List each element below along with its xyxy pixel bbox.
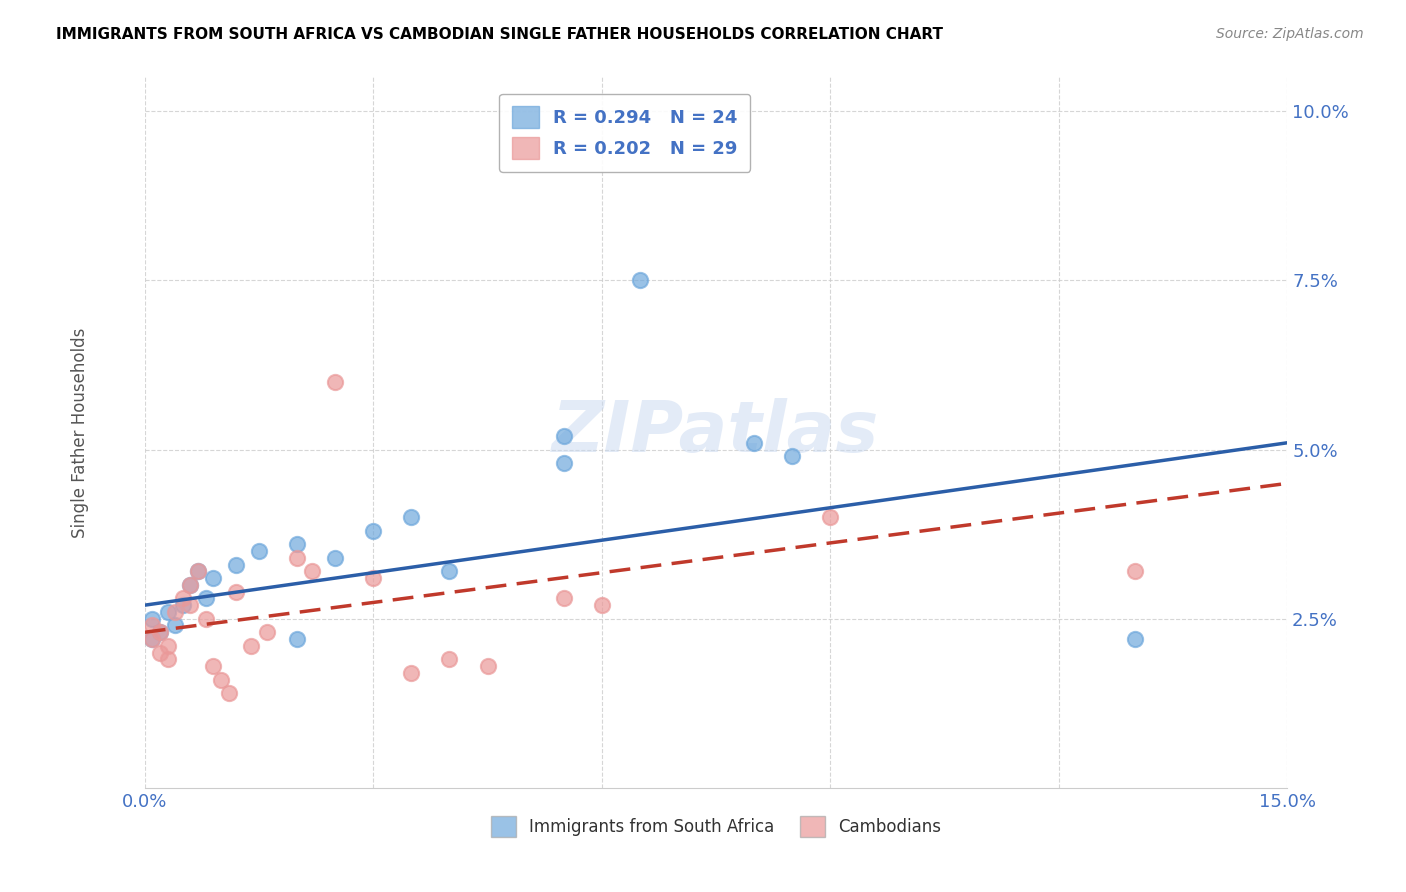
Point	[218, 686, 240, 700]
Point	[553, 429, 575, 443]
Point	[209, 673, 232, 687]
Text: Source: ZipAtlas.com: Source: ZipAtlas.com	[1216, 27, 1364, 41]
Point	[156, 639, 179, 653]
Text: ZIPatlas: ZIPatlas	[553, 398, 880, 467]
Point	[172, 598, 194, 612]
Point	[187, 565, 209, 579]
Point	[141, 618, 163, 632]
Point	[553, 456, 575, 470]
Point	[323, 375, 346, 389]
Point	[439, 565, 461, 579]
Point	[820, 510, 842, 524]
Text: IMMIGRANTS FROM SOUTH AFRICA VS CAMBODIAN SINGLE FATHER HOUSEHOLDS CORRELATION C: IMMIGRANTS FROM SOUTH AFRICA VS CAMBODIA…	[56, 27, 943, 42]
Point	[141, 632, 163, 646]
Point	[149, 646, 172, 660]
Point	[194, 591, 217, 606]
Point	[179, 598, 201, 612]
Point	[149, 625, 172, 640]
Point	[165, 618, 187, 632]
Point	[156, 652, 179, 666]
Legend: Immigrants from South Africa, Cambodians: Immigrants from South Africa, Cambodians	[485, 810, 948, 844]
Point	[742, 435, 765, 450]
Point	[285, 632, 308, 646]
Point	[187, 565, 209, 579]
Point	[401, 510, 423, 524]
Point	[301, 565, 323, 579]
Point	[1123, 565, 1146, 579]
Point	[179, 578, 201, 592]
Point	[165, 605, 187, 619]
Y-axis label: Single Father Households: Single Father Households	[72, 327, 89, 538]
Point	[1123, 632, 1146, 646]
Point	[240, 639, 263, 653]
Point	[225, 558, 247, 572]
Point	[247, 544, 270, 558]
Point	[361, 524, 384, 538]
Point	[285, 537, 308, 551]
Point	[361, 571, 384, 585]
Point	[553, 591, 575, 606]
Point	[202, 571, 225, 585]
Point	[256, 625, 278, 640]
Point	[141, 632, 163, 646]
Point	[149, 625, 172, 640]
Point	[194, 612, 217, 626]
Point	[477, 659, 499, 673]
Point	[141, 612, 163, 626]
Point	[172, 591, 194, 606]
Point	[225, 584, 247, 599]
Point	[285, 550, 308, 565]
Point	[401, 665, 423, 680]
Point	[202, 659, 225, 673]
Point	[591, 598, 613, 612]
Point	[628, 273, 651, 287]
Point	[780, 450, 803, 464]
Point	[179, 578, 201, 592]
Point	[323, 550, 346, 565]
Point	[156, 605, 179, 619]
Point	[439, 652, 461, 666]
